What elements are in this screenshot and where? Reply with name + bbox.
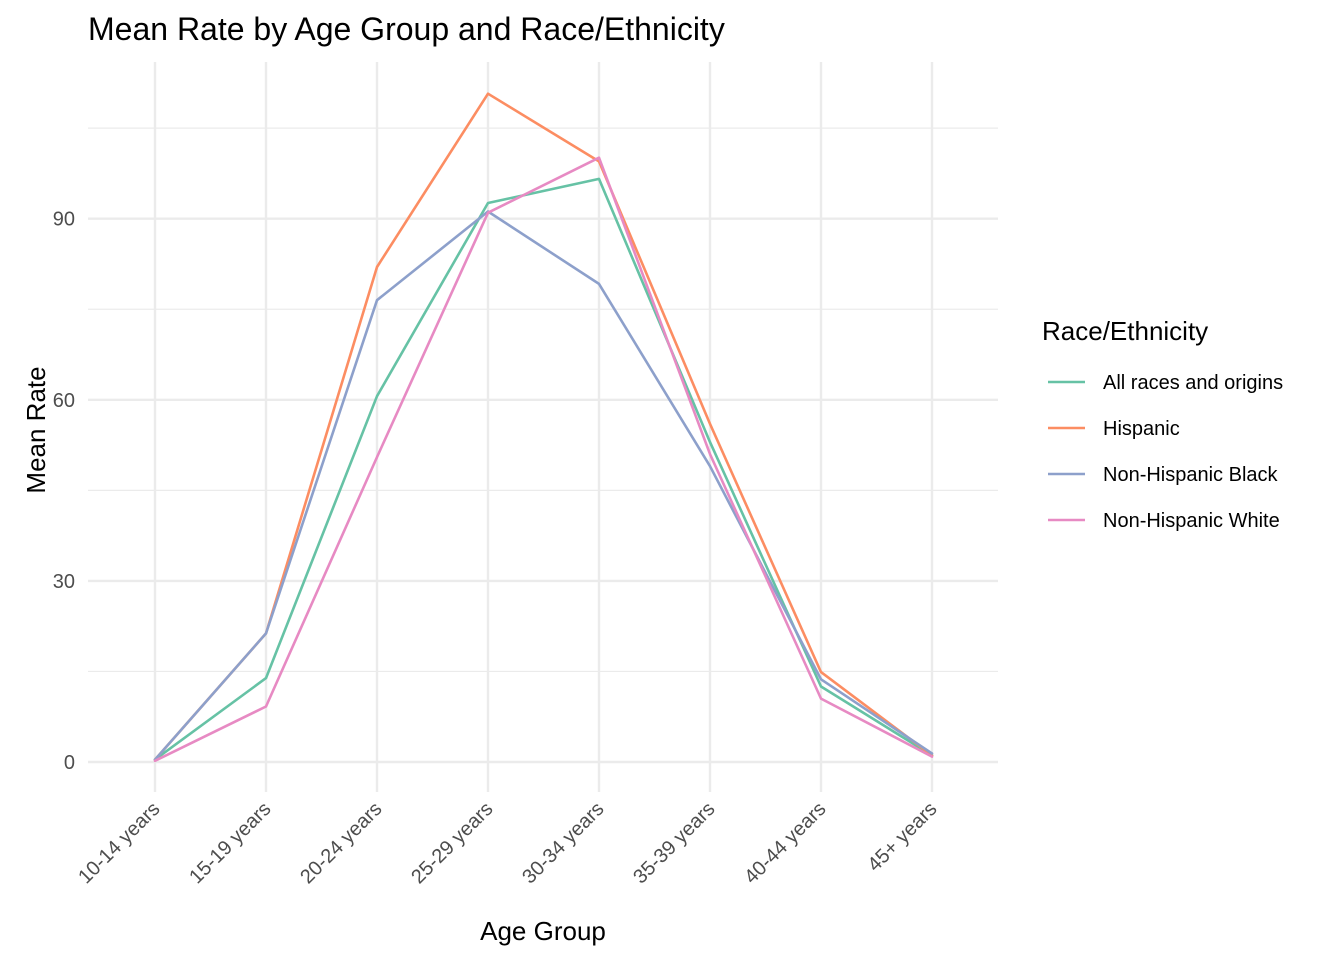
x-axis-ticks: 10-14 years 15-19 years 20-24 years 25-29 y…: [74, 798, 941, 888]
y-tick-label: 90: [53, 209, 75, 231]
y-axis-title: Mean Rate: [21, 366, 51, 493]
legend-label: Hispanic: [1103, 418, 1180, 440]
y-tick-label: 30: [53, 571, 75, 593]
x-tick-label: 15-19 years: [185, 798, 275, 888]
x-tick-label: 10-14 years: [74, 798, 164, 888]
x-tick-label: 45+ years: [863, 798, 941, 876]
y-axis-ticks: 0 30 60 90: [53, 209, 75, 774]
series-line-3: [153, 156, 934, 763]
series-line-2: [153, 210, 934, 761]
x-tick-label: 30-34 years: [518, 798, 608, 888]
series-lines: [153, 92, 934, 763]
x-tick-label: 25-29 years: [407, 798, 497, 888]
chart-title: Mean Rate by Age Group and Race/Ethnicit…: [88, 11, 725, 47]
legend-title: Race/Ethnicity: [1042, 316, 1208, 346]
legend-label: All races and origins: [1103, 372, 1283, 394]
series-line-1: [153, 92, 934, 761]
x-axis-title: Age Group: [480, 916, 606, 946]
x-tick-label: 40-44 years: [740, 798, 830, 888]
x-tick-label: 35-39 years: [629, 798, 719, 888]
legend: Race/Ethnicity All races and origins Hisp…: [1042, 316, 1283, 532]
y-tick-label: 0: [64, 752, 75, 774]
y-tick-label: 60: [53, 390, 75, 412]
legend-label: Non-Hispanic White: [1103, 510, 1280, 532]
legend-label: Non-Hispanic Black: [1103, 464, 1279, 486]
series-line-0: [153, 177, 934, 761]
x-tick-label: 20-24 years: [296, 798, 386, 888]
